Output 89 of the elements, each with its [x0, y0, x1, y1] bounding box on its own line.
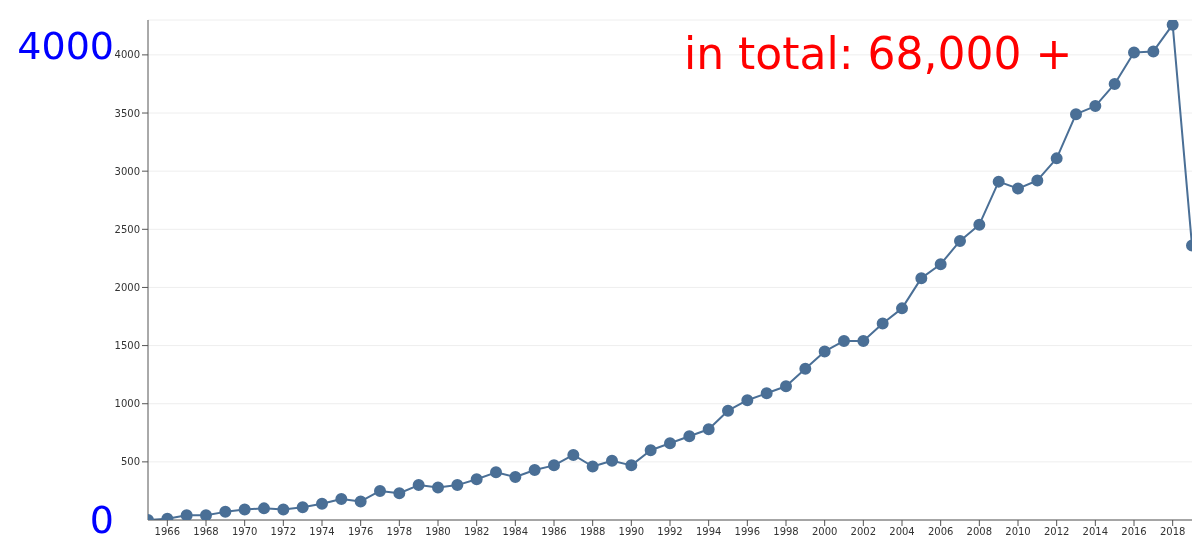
point: [335, 493, 348, 506]
point: [1031, 174, 1044, 187]
point: [258, 502, 270, 515]
point: [354, 495, 367, 508]
x-tick-label: 2018: [1159, 526, 1186, 538]
x-tick-label: 2006: [927, 526, 954, 538]
point: [799, 362, 812, 375]
x-tick-label: 1996: [734, 526, 761, 538]
point: [432, 481, 444, 494]
point: [412, 479, 425, 492]
point: [915, 272, 928, 285]
point: [1089, 100, 1102, 113]
point: [180, 509, 193, 520]
point: [219, 505, 232, 518]
y-tick-label: 1500: [114, 340, 140, 352]
point: [1070, 108, 1082, 121]
point: [606, 454, 618, 467]
point: [490, 466, 502, 479]
x-tick-label: 1984: [502, 526, 529, 538]
point: [393, 487, 406, 500]
y-tick-label: 2000: [114, 281, 140, 293]
point: [1128, 46, 1140, 59]
point: [1166, 20, 1179, 31]
point: [296, 501, 309, 514]
point: [954, 234, 966, 247]
x-tick-label: 2002: [850, 526, 877, 538]
text: 0: [89, 498, 114, 542]
point: [780, 380, 792, 393]
x-tick-label: 2008: [966, 526, 993, 538]
x-tick-label: 2010: [1005, 526, 1031, 538]
x-tick-label: 1980: [425, 526, 451, 538]
x-tick-label: 1974: [309, 526, 335, 538]
point: [992, 175, 1005, 188]
point: [838, 334, 850, 347]
point: [683, 430, 696, 443]
point: [625, 459, 638, 472]
point: [973, 218, 986, 231]
x-tick-label: 1966: [154, 526, 181, 538]
point: [857, 334, 870, 347]
x-tick-label: 1972: [270, 526, 297, 538]
point: [528, 464, 541, 476]
y-tick-label: 4000: [114, 49, 140, 61]
point: [818, 345, 831, 358]
x-tick-label: 2000: [811, 526, 838, 538]
x-tick-label: 1990: [618, 526, 645, 538]
point: [644, 444, 657, 457]
point: [374, 484, 386, 497]
y-tick-label: 500: [120, 456, 140, 468]
point: [1108, 77, 1121, 90]
point: [702, 423, 715, 436]
y-tick-label: 3000: [114, 165, 140, 177]
point: [200, 509, 212, 520]
x-tick-label: 2016: [1121, 526, 1147, 538]
x-tick-label: 2004: [889, 526, 915, 538]
point: [316, 497, 328, 510]
x-tick-label: 1976: [347, 526, 374, 538]
y-tick-label: 3500: [114, 107, 140, 119]
point: [1050, 152, 1063, 165]
point: [664, 437, 676, 450]
x-tick-label: 1988: [579, 526, 606, 538]
point: [470, 473, 483, 486]
point: [760, 387, 773, 400]
x-tick-label: 1978: [386, 526, 413, 538]
point: [548, 459, 560, 472]
x-tick-label: 1982: [463, 526, 490, 538]
y-tick-label: 2500: [114, 223, 140, 235]
point: [876, 317, 889, 330]
point: [567, 448, 580, 461]
point: [238, 503, 251, 516]
point: [1147, 45, 1160, 58]
point: [451, 479, 464, 492]
point: [741, 394, 754, 407]
point: [934, 258, 947, 271]
x-tick-label: 2014: [1082, 526, 1109, 538]
x-tick-label: 1970: [231, 526, 258, 538]
x-tick-label: 1986: [541, 526, 567, 538]
point: [1012, 182, 1024, 195]
point: [722, 404, 734, 417]
point: [586, 460, 599, 473]
y-tick-label: 1000: [114, 398, 140, 410]
annotation: in total: 68,000 +: [684, 28, 1073, 79]
point: [277, 503, 290, 516]
x-tick-label: 2012: [1043, 526, 1070, 538]
point: [509, 470, 522, 483]
x-tick-label: 1968: [193, 526, 219, 538]
x-tick-label: 1994: [695, 526, 722, 538]
x-tick-label: 1998: [773, 526, 799, 538]
point: [896, 302, 908, 315]
x-tick-label: 1992: [657, 526, 683, 538]
